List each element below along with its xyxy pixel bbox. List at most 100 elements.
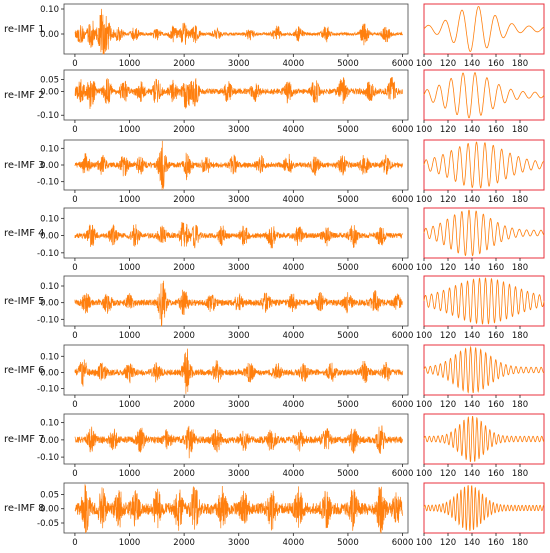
x-tick-label: 3000 <box>228 538 250 548</box>
row-label: re-IMF 5 <box>4 296 45 307</box>
x-tick-label: 0 <box>72 469 77 479</box>
zoom-axes-frame <box>423 3 545 55</box>
x-tick-label: 6000 <box>392 331 414 341</box>
zoom-x-tick-label: 160 <box>488 469 504 479</box>
zoom-x-tick-label: 160 <box>488 195 504 205</box>
x-tick-label: 5000 <box>337 195 359 205</box>
zoom-x-tick-label: 140 <box>464 195 480 205</box>
x-tick-label: 4000 <box>283 59 305 69</box>
row-label: re-IMF 4 <box>4 228 45 239</box>
x-tick-label: 2000 <box>173 125 195 135</box>
y-tick-label: -0.10 <box>37 178 59 188</box>
y-tick-label: 0.10 <box>40 5 59 15</box>
imf-row: re-IMF 1 0.10 0.00 0 1000 2000 3000 4000 5000 600… <box>4 3 545 69</box>
zoom-x-tick-label: 120 <box>440 469 456 479</box>
imf-row: re-IMF 8 0.05 0.00 -0.05 0 1000 2000 3000 4000 50… <box>4 482 545 548</box>
zoom-x-tick-label: 160 <box>488 59 504 69</box>
x-tick-label: 2000 <box>173 400 195 410</box>
zoom-x-tick-label: 100 <box>416 400 432 410</box>
zoom-x-tick-label: 180 <box>512 331 528 341</box>
x-tick-label: 4000 <box>283 469 305 479</box>
x-tick-label: 6000 <box>392 59 414 69</box>
y-tick-label: 0.10 <box>40 419 59 429</box>
imf-row: re-IMF 4 0.10 0.00 -0.10 0 1000 2000 3000 4000 50… <box>4 207 545 273</box>
row-label: re-IMF 1 <box>4 24 45 35</box>
main-axes-frame <box>63 413 409 465</box>
y-tick-label: 0.00 <box>40 30 59 40</box>
x-tick-label: 5000 <box>337 538 359 548</box>
y-tick-label: -0.05 <box>37 519 59 529</box>
y-tick-label: -0.10 <box>37 111 59 121</box>
y-tick-label: 0.10 <box>40 282 59 292</box>
x-tick-label: 1000 <box>119 125 141 135</box>
x-tick-label: 0 <box>72 195 77 205</box>
main-axes-frame <box>63 344 409 396</box>
imf-row: re-IMF 7 0.10 0.00 -0.10 0 1000 2000 3000 4000 50… <box>4 413 545 479</box>
x-tick-label: 2000 <box>173 59 195 69</box>
zoom-x-tick-label: 100 <box>416 538 432 548</box>
x-tick-label: 1000 <box>119 59 141 69</box>
zoom-x-tick-label: 180 <box>512 125 528 135</box>
zoom-axes-frame <box>423 413 545 465</box>
main-axes-frame <box>63 3 409 55</box>
x-tick-label: 5000 <box>337 263 359 273</box>
zoom-x-tick-label: 180 <box>512 195 528 205</box>
x-tick-label: 3000 <box>228 195 250 205</box>
zoom-x-tick-label: 100 <box>416 263 432 273</box>
x-tick-label: 4000 <box>283 195 305 205</box>
imf-series-line <box>74 280 403 327</box>
x-tick-label: 1000 <box>119 400 141 410</box>
zoom-x-tick-label: 120 <box>440 538 456 548</box>
zoom-x-tick-label: 160 <box>488 400 504 410</box>
x-tick-label: 6000 <box>392 195 414 205</box>
zoom-x-tick-label: 120 <box>440 195 456 205</box>
x-tick-label: 6000 <box>392 538 414 548</box>
x-tick-label: 5000 <box>337 469 359 479</box>
zoom-x-tick-label: 180 <box>512 59 528 69</box>
zoom-x-tick-label: 120 <box>440 59 456 69</box>
x-tick-label: 3000 <box>228 331 250 341</box>
x-tick-label: 5000 <box>337 400 359 410</box>
zoom-x-tick-label: 160 <box>488 331 504 341</box>
y-tick-label: 0.00 <box>40 232 59 242</box>
x-tick-label: 3000 <box>228 263 250 273</box>
zoom-x-tick-label: 160 <box>488 263 504 273</box>
y-tick-label: -0.10 <box>37 385 59 395</box>
y-tick-label: -0.10 <box>37 249 59 259</box>
y-tick-label: 0.05 <box>40 76 59 86</box>
x-tick-label: 4000 <box>283 331 305 341</box>
x-tick-label: 6000 <box>392 400 414 410</box>
x-tick-label: 1000 <box>119 331 141 341</box>
zoom-x-tick-label: 180 <box>512 469 528 479</box>
zoom-x-tick-label: 100 <box>416 59 432 69</box>
x-tick-label: 6000 <box>392 469 414 479</box>
x-tick-label: 6000 <box>392 125 414 135</box>
y-tick-label: 0.00 <box>40 436 59 446</box>
x-tick-label: 0 <box>72 331 77 341</box>
zoom-x-tick-label: 100 <box>416 469 432 479</box>
x-tick-label: 2000 <box>173 195 195 205</box>
x-tick-label: 0 <box>72 263 77 273</box>
x-tick-label: 3000 <box>228 400 250 410</box>
zoom-series-line <box>423 485 545 532</box>
zoom-x-tick-label: 120 <box>440 400 456 410</box>
zoom-x-tick-label: 180 <box>512 538 528 548</box>
imf-series-line <box>74 425 403 459</box>
y-tick-label: 0.10 <box>40 144 59 154</box>
zoom-x-tick-label: 140 <box>464 538 480 548</box>
zoom-x-tick-label: 160 <box>488 125 504 135</box>
y-tick-label: 0.00 <box>40 161 59 171</box>
imf-row: re-IMF 2 0.050.00 -0.10 0 1000 2000 3000 4000 50… <box>4 69 545 135</box>
zoom-x-tick-label: 180 <box>512 400 528 410</box>
row-label: re-IMF 2 <box>4 90 45 101</box>
x-tick-label: 4000 <box>283 263 305 273</box>
row-label: re-IMF 6 <box>4 365 45 376</box>
x-tick-label: 0 <box>72 59 77 69</box>
x-tick-label: 2000 <box>173 331 195 341</box>
x-tick-label: 4000 <box>283 538 305 548</box>
y-tick-label: 0.00 <box>40 87 59 97</box>
y-tick-label: 0.00 <box>40 299 59 309</box>
row-label: re-IMF 8 <box>4 503 45 514</box>
x-tick-label: 0 <box>72 538 77 548</box>
